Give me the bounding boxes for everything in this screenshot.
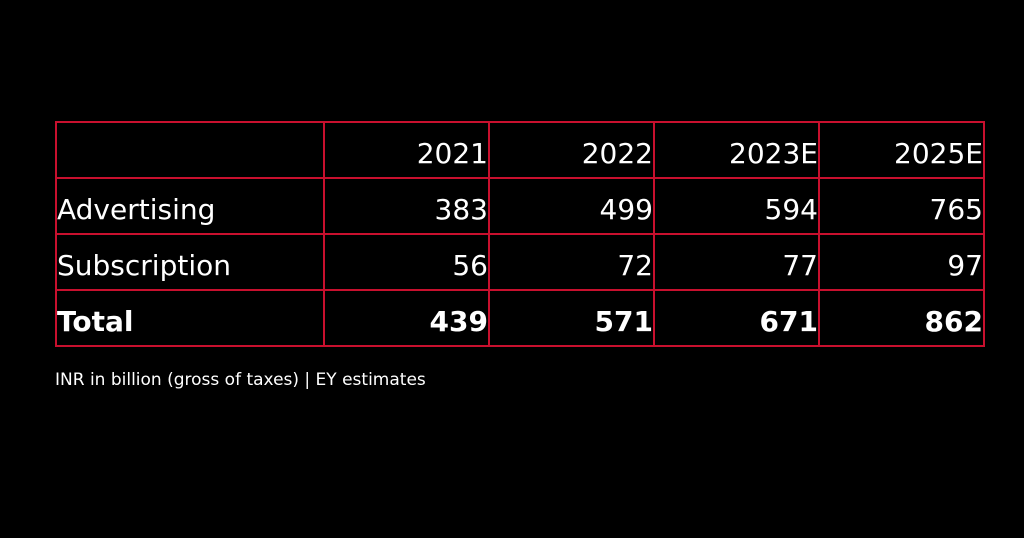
cell-subscription-2022: 72 (488, 233, 655, 291)
header-corner-cell (55, 121, 325, 179)
table-row-advertising: Advertising 383 499 594 765 (55, 177, 985, 235)
cell-total-2025e: 862 (818, 289, 985, 347)
cell-advertising-2023e: 594 (653, 177, 820, 235)
header-year-2025e: 2025E (818, 121, 985, 179)
cell-advertising-2022: 499 (488, 177, 655, 235)
row-label-advertising: Advertising (55, 177, 325, 235)
cell-subscription-2025e: 97 (818, 233, 985, 291)
cell-total-2022: 571 (488, 289, 655, 347)
table-row-total: Total 439 571 671 862 (55, 289, 985, 347)
revenue-table: 2021 2022 2023E 2025E Advertising 383 49… (55, 121, 985, 347)
row-label-subscription: Subscription (55, 233, 325, 291)
cell-advertising-2021: 383 (323, 177, 490, 235)
cell-advertising-2025e: 765 (818, 177, 985, 235)
row-label-total: Total (55, 289, 325, 347)
cell-total-2021: 439 (323, 289, 490, 347)
cell-total-2023e: 671 (653, 289, 820, 347)
cell-subscription-2021: 56 (323, 233, 490, 291)
header-year-2023e: 2023E (653, 121, 820, 179)
table-row-subscription: Subscription 56 72 77 97 (55, 233, 985, 291)
header-year-2022: 2022 (488, 121, 655, 179)
table-footnote: INR in billion (gross of taxes) | EY est… (55, 370, 426, 390)
header-year-2021: 2021 (323, 121, 490, 179)
revenue-table-container: 2021 2022 2023E 2025E Advertising 383 49… (55, 121, 985, 347)
cell-subscription-2023e: 77 (653, 233, 820, 291)
header-row: 2021 2022 2023E 2025E (55, 121, 985, 179)
